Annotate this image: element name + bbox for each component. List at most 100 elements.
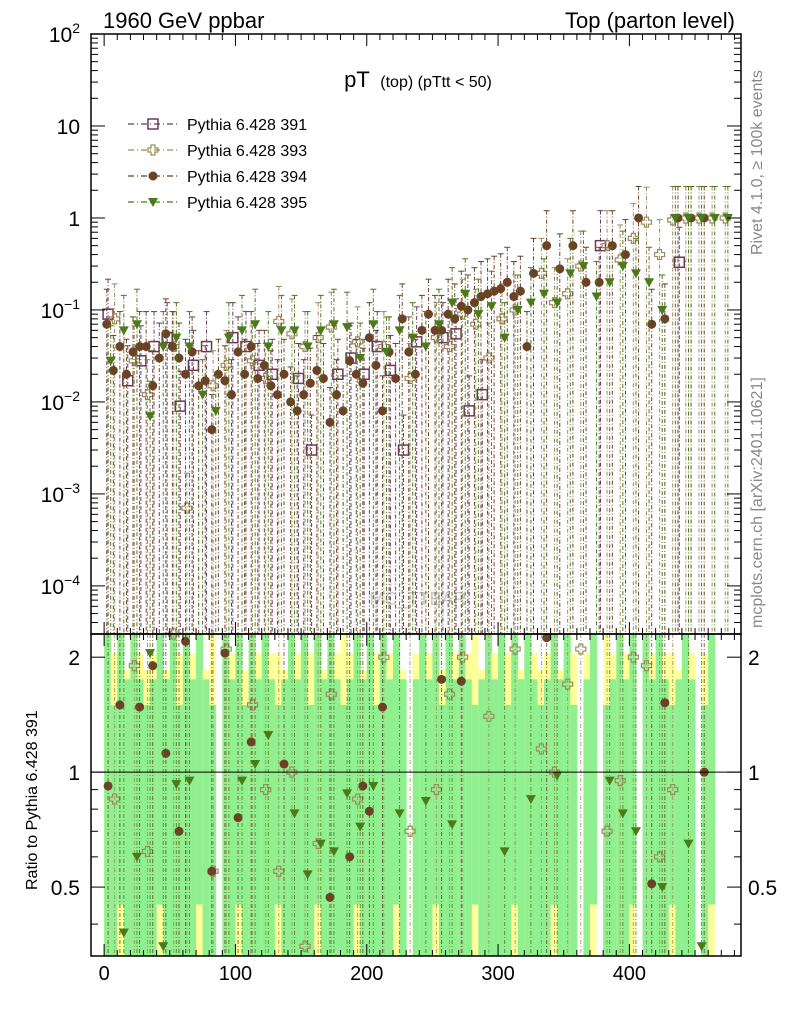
ratio-point	[220, 648, 230, 658]
band-inner	[675, 679, 683, 956]
data-point	[463, 305, 473, 315]
data-point	[318, 373, 328, 383]
ratio-point	[404, 825, 416, 837]
band-inner	[307, 704, 315, 956]
band-inner	[419, 634, 427, 956]
legend-marker	[148, 198, 158, 207]
data-point	[181, 502, 193, 514]
band-inner	[708, 634, 716, 905]
data-point	[332, 390, 342, 400]
band-inner	[366, 634, 374, 956]
data-point	[345, 356, 355, 366]
data-point	[657, 305, 668, 315]
band-inner	[347, 679, 355, 956]
data-point	[279, 369, 289, 379]
data-point	[496, 313, 508, 325]
data-point	[305, 378, 315, 388]
ratio-frame	[90, 633, 742, 957]
ratio-point	[647, 879, 657, 889]
data-point	[483, 352, 495, 364]
ratio-point	[499, 847, 510, 857]
data-point	[351, 369, 361, 379]
x-tick-label: 200	[350, 963, 383, 985]
ratio-point	[128, 660, 140, 672]
ratio-point	[328, 847, 339, 857]
data-point	[378, 406, 388, 416]
data-point	[647, 319, 657, 329]
data-point	[565, 269, 576, 279]
ratio-point	[286, 766, 298, 778]
band-inner	[504, 704, 512, 956]
ratio-y-tick-label-right: 1	[748, 762, 760, 785]
ratio-point	[378, 651, 390, 663]
ratio-y-tick-label: 1	[68, 762, 80, 785]
data-point	[220, 359, 232, 371]
data-point	[627, 232, 639, 244]
ratio-point	[263, 731, 274, 741]
ratio-point	[542, 633, 552, 643]
ratio-point	[325, 892, 335, 902]
band-inner	[130, 634, 138, 956]
data-point	[562, 288, 574, 300]
band-inner	[281, 679, 289, 956]
data-point	[302, 342, 313, 352]
ratio-point	[233, 813, 243, 823]
data-point	[223, 333, 234, 343]
data-point	[102, 319, 112, 329]
data-point	[591, 292, 602, 302]
data-point	[423, 309, 433, 319]
band-inner	[228, 679, 236, 956]
legend-label: Pythia 6.428 394	[187, 169, 307, 186]
data-point	[131, 320, 142, 330]
band-inner	[412, 679, 420, 956]
ratio-point	[368, 781, 379, 791]
ratio-point	[378, 702, 388, 712]
ratio-point	[168, 628, 180, 640]
band-inner	[222, 634, 230, 956]
data-point	[312, 365, 322, 375]
data-point	[272, 390, 282, 400]
data-point	[342, 323, 353, 333]
data-point	[604, 278, 615, 288]
data-point	[644, 278, 655, 288]
ratio-y-tick-label: 2	[68, 647, 80, 670]
data-point	[660, 314, 670, 324]
data-point	[200, 376, 210, 386]
band-inner	[570, 704, 578, 956]
ratio-point	[509, 643, 521, 655]
ratio-point	[299, 940, 311, 952]
band-inner	[104, 634, 112, 956]
band-inner	[248, 634, 256, 956]
ratio-point	[207, 866, 217, 876]
data-point	[184, 342, 195, 352]
data-point	[499, 333, 510, 343]
data-point	[443, 340, 456, 353]
band-inner	[681, 634, 689, 956]
ratio-point	[315, 839, 326, 849]
ratio-point	[456, 676, 466, 686]
ratio-point	[250, 760, 261, 770]
band-inner	[320, 679, 328, 956]
ratio-point	[575, 643, 587, 655]
band-inner	[327, 634, 335, 956]
ratio-point	[181, 636, 191, 646]
ratio-point	[109, 793, 121, 805]
band-inner	[530, 679, 538, 956]
data-point	[410, 369, 420, 379]
data-point	[512, 305, 523, 315]
ratio-point	[141, 845, 154, 858]
data-point	[276, 326, 287, 336]
ratio-point	[161, 748, 171, 758]
data-point	[683, 213, 694, 223]
legend-marker	[147, 118, 159, 130]
ratio-point	[683, 839, 694, 849]
data-point	[240, 369, 250, 379]
data-point	[128, 347, 138, 357]
data-point	[253, 373, 263, 383]
data-point	[108, 365, 118, 375]
ratio-point	[289, 809, 300, 819]
data-point	[220, 376, 230, 386]
axes: 0 100 200 300 400 102 10 1 10−1 10−2 10−3 10−4 0.5 0.…	[41, 20, 778, 985]
legend-marker	[147, 144, 159, 156]
data-point	[486, 302, 497, 312]
